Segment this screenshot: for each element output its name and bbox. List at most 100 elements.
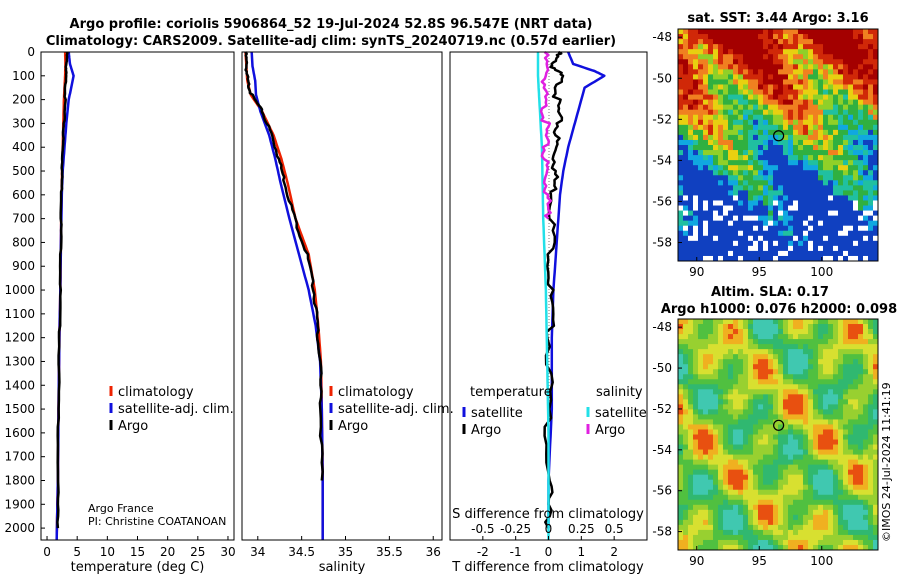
map-cell: [698, 449, 704, 456]
map-cell: [798, 494, 804, 501]
map-cell: [733, 354, 739, 360]
map-cell: [873, 399, 879, 405]
map-cell: [823, 399, 829, 405]
map-cell: [693, 29, 699, 35]
map-cell: [783, 354, 789, 360]
map-cell: [838, 145, 844, 151]
map-cell: [868, 529, 874, 536]
map-cell: [858, 89, 864, 96]
map-cell: [678, 220, 684, 227]
map-cell: [718, 499, 724, 506]
map-cell: [688, 399, 694, 405]
map-cell: [813, 334, 819, 340]
map-cell: [753, 459, 759, 466]
map-cell: [703, 215, 709, 222]
map-cell: [853, 364, 859, 370]
map-cell: [728, 165, 734, 171]
map-cell: [783, 84, 789, 91]
map-cell: [858, 104, 864, 111]
map-cell: [828, 155, 834, 161]
map-cell: [848, 134, 854, 141]
map-cell: [828, 404, 834, 410]
map-cell: [753, 519, 759, 526]
map-cell: [853, 509, 859, 516]
map-cell: [738, 39, 744, 45]
map-cell: [763, 509, 769, 516]
map-cell: [808, 479, 814, 486]
map-cell: [713, 339, 719, 345]
map-cell: [828, 499, 834, 506]
map-cell: [743, 79, 749, 85]
map-cell: [853, 230, 859, 237]
map-cell: [828, 94, 834, 101]
map-cell: [718, 424, 724, 430]
map-cell: [758, 124, 764, 131]
map-cell: [763, 489, 769, 496]
map-cell: [738, 539, 744, 546]
map-cell: [848, 529, 854, 536]
map-cell: [813, 99, 819, 106]
map-cell: [803, 99, 809, 106]
map-cell: [818, 59, 824, 65]
map-cell: [758, 200, 764, 207]
map-cell: [778, 509, 784, 516]
map-cell: [688, 354, 694, 360]
map-cell: [858, 44, 864, 50]
map-cell: [693, 34, 699, 40]
map-cell: [743, 69, 749, 75]
map-cell: [718, 419, 724, 425]
map-cell: [683, 134, 689, 141]
map-cell: [773, 394, 779, 400]
map-cell: [713, 210, 719, 217]
map-cell: [728, 99, 734, 106]
map-cell: [843, 220, 849, 227]
map-cell: [788, 324, 794, 330]
map-cell: [733, 464, 739, 471]
map-cell: [758, 29, 764, 35]
map-cell: [693, 94, 699, 101]
map-cell: [738, 474, 744, 481]
map-cell: [733, 524, 739, 531]
map-cell: [678, 484, 684, 491]
map-cell: [823, 109, 829, 116]
sst-map-title: sat. SST: 3.44 Argo: 3.16: [687, 11, 868, 26]
map-cell: [823, 124, 829, 131]
map-cell: [833, 439, 839, 446]
map-cell: [838, 519, 844, 526]
map-cell: [808, 124, 814, 131]
legend-label: satellite: [595, 406, 647, 421]
map-cell: [828, 414, 834, 420]
map-cell: [868, 509, 874, 516]
map-cell: [738, 409, 744, 415]
map-cell: [708, 409, 714, 415]
map-cell: [838, 464, 844, 471]
map-cell: [723, 344, 729, 350]
map-cell: [763, 384, 769, 390]
map-cell: [793, 404, 799, 410]
map-cell: [858, 205, 864, 212]
map-cell: [838, 245, 844, 252]
map-cell: [788, 339, 794, 345]
map-cell: [703, 220, 709, 227]
map-cell: [748, 424, 754, 430]
map-cell: [678, 489, 684, 496]
map-cell: [868, 69, 874, 75]
map-cell: [868, 155, 874, 161]
map-cell: [748, 544, 754, 551]
map-cell: [798, 185, 804, 191]
map-cell: [838, 449, 844, 456]
map-cell: [798, 384, 804, 390]
map-cell: [823, 29, 829, 35]
map-cell: [798, 379, 804, 385]
map-cell: [773, 489, 779, 496]
map-cell: [863, 145, 869, 151]
map-cell: [678, 434, 684, 441]
map-cell: [743, 524, 749, 531]
map-cell: [763, 539, 769, 546]
map-cell: [758, 459, 764, 466]
map-cell: [718, 64, 724, 70]
map-cell: [718, 409, 724, 415]
map-cell: [873, 534, 879, 541]
map-cell: [778, 215, 784, 222]
map-cell: [793, 324, 799, 330]
